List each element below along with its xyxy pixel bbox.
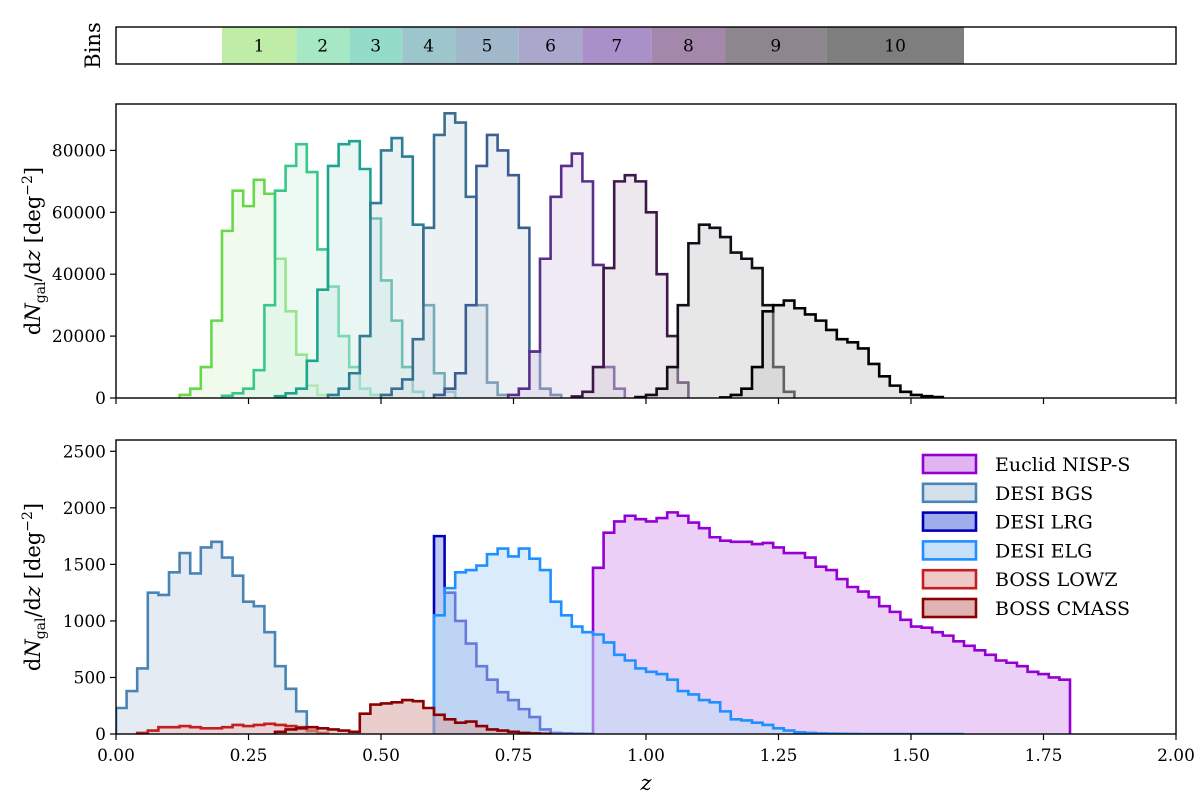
bin-label-9: 9 xyxy=(770,37,781,57)
xtick-label: 0.50 xyxy=(362,746,400,766)
xtick-label: 2.00 xyxy=(1157,746,1195,766)
desi-bgs-fill xyxy=(116,541,318,734)
tomo-bin-2-step xyxy=(220,142,383,398)
surveys-ylabel: dNgal/dz [deg−2] xyxy=(20,503,49,671)
bin-bar-5 xyxy=(455,27,519,64)
boss-cmass-step xyxy=(273,698,552,734)
surveys-panel: 0 500 1000 1500 2000 2500 0.00 0.25 0.50 0.75 1.00… xyxy=(20,439,1195,795)
tomo-bin-5-fill xyxy=(381,113,509,398)
xtick-label: 1.75 xyxy=(1025,746,1063,766)
tomo-bin-8-step xyxy=(570,173,690,398)
surveys-ytick-label: 1500 xyxy=(63,555,106,575)
bin-label-4: 4 xyxy=(423,37,434,57)
bin-bar-4 xyxy=(402,27,456,64)
tomo-bin-1-fill xyxy=(179,179,328,398)
desi-bgs-step xyxy=(116,540,319,734)
xtick-label: 1.00 xyxy=(627,746,665,766)
tomo-bin-10-fill xyxy=(720,300,943,398)
bin-bar-8 xyxy=(651,27,726,64)
bin-label-8: 8 xyxy=(683,37,694,57)
surveys-ytick-label: 500 xyxy=(74,668,106,688)
bin-bar-9 xyxy=(725,27,827,64)
legend: Euclid NISP-S DESI BGS DESI LRG DESI ELG BOS… xyxy=(921,453,1130,620)
legend-swatch-desi-lrg xyxy=(921,511,978,532)
tomo-bin-7-fill xyxy=(508,153,625,398)
legend-label-boss-cmass: BOSS CMASS xyxy=(995,598,1130,620)
surveys-ytick-label: 2500 xyxy=(63,442,106,462)
tomo-ytick-label: 80000 xyxy=(52,141,106,161)
bin-bar-1 xyxy=(222,27,297,64)
bin-bar-3 xyxy=(349,27,403,64)
legend-swatch-boss-cmass xyxy=(921,597,978,619)
tomo-bin-2-fill xyxy=(222,144,381,398)
tomo-bin-4-step xyxy=(326,136,457,398)
bin-label-6: 6 xyxy=(545,37,556,57)
xtick-label: 1.50 xyxy=(892,746,930,766)
tomo-bin-7-step xyxy=(506,152,627,398)
bin-label-5: 5 xyxy=(482,37,493,57)
xlabel: z xyxy=(639,771,652,795)
bin-label-1: 1 xyxy=(254,37,265,57)
tomo-ytick-label: 60000 xyxy=(52,203,106,223)
tomo-bin-8-fill xyxy=(571,175,689,398)
xtick-label: 0.25 xyxy=(230,746,268,766)
bin-label-2: 2 xyxy=(317,37,328,57)
tomo-bin-5-step xyxy=(379,111,510,398)
bin-bar-2 xyxy=(296,27,350,64)
legend-label-desi-bgs: DESI BGS xyxy=(995,483,1093,505)
bin-bar-10 xyxy=(826,27,964,64)
tomo-bin-6-step xyxy=(432,133,563,398)
tomo-bin-10-step xyxy=(718,299,945,398)
xtick-label: 1.25 xyxy=(760,746,798,766)
legend-swatch-desi-bgs xyxy=(921,482,978,504)
bin-label-7: 7 xyxy=(611,37,622,57)
desi-elg-fill xyxy=(434,548,964,734)
bin-label-10: 10 xyxy=(884,37,906,57)
tomo-bin-3-fill xyxy=(275,141,424,398)
xtick-label: 0.00 xyxy=(97,746,135,766)
bins-panel: 1 2 3 4 5 6 7 8 9 10 Bins xyxy=(81,22,1177,69)
legend-label-desi-elg: DESI ELG xyxy=(995,540,1092,562)
euclid-nisp-s-fill xyxy=(593,512,1070,734)
boss-cmass-fill xyxy=(275,700,551,734)
legend-swatch-euclid-nisp-s xyxy=(921,453,978,475)
bin-bar-7 xyxy=(582,27,652,64)
legend-swatch-desi-elg xyxy=(921,540,978,561)
bin-bar-6 xyxy=(518,27,583,64)
tomo-ytick-label: 40000 xyxy=(52,265,106,285)
tomo-ytick-label: 0 xyxy=(95,389,106,409)
xtick-label: 0.75 xyxy=(495,746,533,766)
surveys-ytick-label: 0 xyxy=(95,725,106,745)
surveys-ytick-label: 1000 xyxy=(63,612,106,632)
tomo-bin-3-step xyxy=(273,139,425,398)
bins-ylabel: Bins xyxy=(81,22,105,68)
legend-swatch-boss-lowz xyxy=(921,568,978,590)
bin-label-3: 3 xyxy=(370,37,381,57)
bins-frame xyxy=(115,26,1177,65)
euclid-nisp-s-step xyxy=(591,511,1072,734)
tomo-bin-9-step xyxy=(634,223,796,398)
legend-label-desi-lrg: DESI LRG xyxy=(995,512,1093,534)
tomo-ytick-label: 20000 xyxy=(52,327,106,347)
tomo-ylabel: dNgal/dz [deg−2] xyxy=(20,167,49,335)
legend-label-euclid-nisp-s: Euclid NISP-S xyxy=(995,454,1130,476)
legend-label-boss-lowz: BOSS LOWZ xyxy=(995,569,1118,591)
tomo-bin-9-fill xyxy=(635,224,795,398)
surveys-ytick-label: 2000 xyxy=(63,499,106,519)
